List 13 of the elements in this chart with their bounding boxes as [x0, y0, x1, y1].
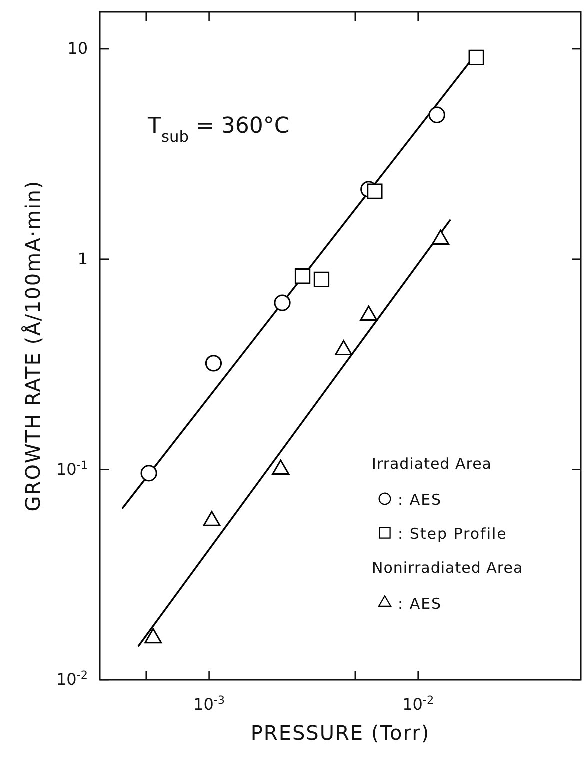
annotation: T$_{sub}$ = 360°C: [147, 114, 290, 146]
y-tick-label: 10$^{-1}$: [56, 458, 88, 479]
y-tick-label: 10$^{-2}$: [56, 668, 88, 690]
x-axis-title: PRESSURE (Torr): [250, 721, 430, 745]
x-tick-label: 10$^{-3}$: [194, 694, 226, 714]
y-tick-label: 10: [68, 39, 88, 58]
y-axis-title: GROWTH RATE (Å/100mA·min): [21, 180, 45, 512]
annotation: Nonirradiated Area: [372, 559, 524, 577]
legend-label: : AES: [398, 595, 442, 613]
y-tick-label: 1: [78, 249, 88, 268]
legend-label: : Step Profile: [398, 525, 508, 543]
annotation: Irradiated Area: [372, 455, 492, 473]
legend-label: : AES: [398, 491, 442, 509]
